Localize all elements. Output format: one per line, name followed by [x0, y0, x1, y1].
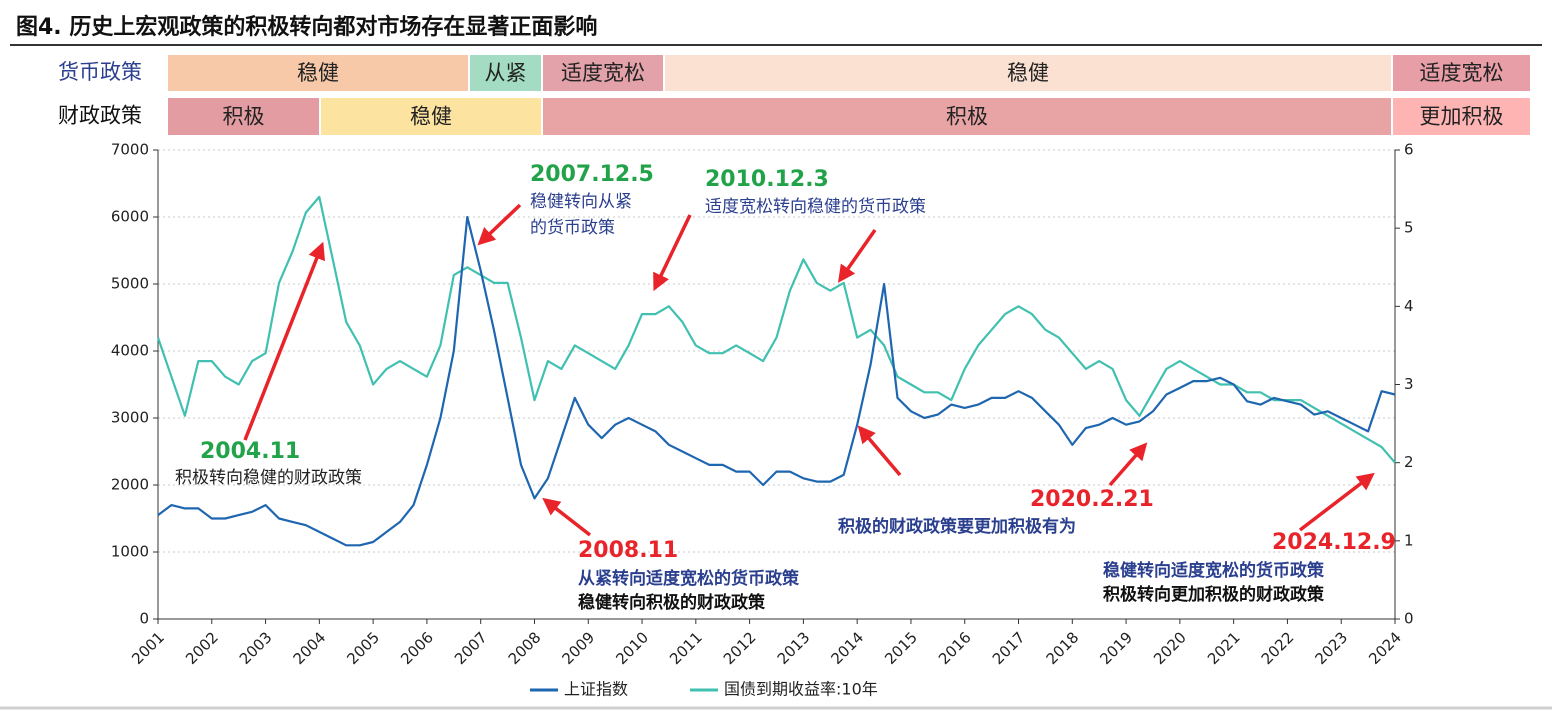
policy-band: [1393, 98, 1530, 135]
x-tick-label: 2004: [290, 628, 330, 668]
x-tick-label: 2011: [666, 628, 706, 668]
x-tick-label: 2012: [720, 628, 760, 668]
chart-title: 图4. 历史上宏观政策的积极转向都对市场存在显著正面影响: [16, 14, 597, 40]
annotation-date: 2024.12.9: [1272, 530, 1396, 555]
x-tick-label: 2024: [1365, 628, 1405, 668]
annotation-arrow: [542, 497, 592, 537]
y-tick-label: 1000: [111, 543, 149, 561]
x-tick-label: 2001: [128, 628, 168, 668]
annotation-text: 稳健转向适度宽松的货币政策: [1103, 560, 1325, 581]
x-tick-label: 2023: [1311, 628, 1351, 668]
annotation-date: 2007.12.5: [530, 162, 654, 187]
y2-tick-label: 5: [1404, 219, 1414, 237]
policy-band-label: 积极: [223, 105, 265, 129]
y2-tick-label: 6: [1404, 141, 1414, 159]
annotation-arrow: [1298, 472, 1375, 532]
policy-band: [168, 55, 468, 91]
annotation-arrow: [1108, 442, 1148, 487]
annotation-arrow: [653, 214, 692, 292]
x-tick-label: 2015: [881, 628, 921, 668]
annotation-arrow: [477, 203, 522, 246]
x-tick-label: 2019: [1096, 628, 1136, 668]
x-tick-label: 2022: [1258, 628, 1298, 668]
series-line: [157, 215, 1396, 547]
policy-row-label: 货币政策: [58, 60, 142, 84]
annotation-text: 从紧转向适度宽松的货币政策: [578, 568, 800, 589]
policy-band: [321, 98, 541, 135]
series-line: [156, 195, 1396, 464]
annotation-text: 稳健转向积极的财政政策: [578, 592, 766, 613]
policy-band-label: 适度宽松: [1420, 61, 1504, 85]
policy-band-label: 适度宽松: [561, 61, 645, 85]
annotation-text: 适度宽松转向稳健的货币政策: [705, 197, 926, 217]
policy-band-label: 更加积极: [1420, 105, 1504, 129]
policy-band: [168, 98, 319, 135]
x-tick-label: 2008: [505, 628, 545, 668]
x-tick-label: 2003: [236, 628, 276, 668]
y-tick-label: 3000: [111, 409, 149, 427]
annotation-date: 2020.2.21: [1030, 487, 1154, 512]
x-tick-label: 2002: [182, 628, 222, 668]
annotation-date: 2010.12.3: [705, 167, 829, 192]
annotation-text: 积极转向稳健的财政政策: [175, 468, 362, 488]
policy-band-label: 稳健: [1007, 61, 1049, 85]
annotation-arrow: [243, 241, 325, 441]
x-tick-label: 2005: [343, 628, 383, 668]
annotation-date: 2004.11: [200, 439, 300, 464]
y-tick-label: 4000: [111, 342, 149, 360]
y-tick-label: 2000: [111, 476, 149, 494]
annotation-text: 积极的财政政策要更加积极有为: [838, 516, 1076, 537]
y-tick-label: 0: [139, 610, 149, 628]
policy-band: [470, 55, 541, 91]
x-tick-label: 2007: [451, 628, 491, 668]
x-tick-label: 2010: [612, 628, 652, 668]
x-tick-label: 2021: [1204, 628, 1244, 668]
x-tick-label: 2013: [774, 628, 814, 668]
y2-tick-label: 3: [1404, 375, 1414, 393]
x-tick-label: 2020: [1150, 628, 1190, 668]
x-tick-label: 2014: [827, 628, 867, 668]
legend-label: 上证指数: [564, 680, 628, 699]
x-tick-label: 2018: [1043, 628, 1083, 668]
policy-band: [543, 55, 663, 91]
annotation-arrow: [837, 228, 877, 283]
x-tick-label: 2006: [397, 628, 437, 668]
y2-tick-label: 1: [1404, 531, 1414, 549]
annotation-text: 的货币政策: [530, 218, 615, 238]
y-tick-label: 6000: [111, 208, 149, 226]
policy-band: [665, 55, 1391, 91]
y2-tick-label: 2: [1404, 453, 1414, 471]
policy-band: [1393, 55, 1530, 91]
policy-band: [543, 98, 1391, 135]
legend-label: 国债到期收益率:10年: [724, 680, 878, 699]
annotation-text: 稳健转向从紧: [530, 192, 632, 212]
x-tick-label: 2016: [935, 628, 975, 668]
y-tick-label: 7000: [111, 141, 149, 159]
annotation-text: 积极转向更加积极的财政政策: [1103, 584, 1325, 605]
policy-band-label: 稳健: [410, 105, 452, 129]
policy-row-label: 财政政策: [58, 104, 142, 128]
policy-band-label: 积极: [946, 105, 988, 129]
y-tick-label: 5000: [111, 275, 149, 293]
x-tick-label: 2009: [559, 628, 599, 668]
y2-tick-label: 4: [1404, 297, 1414, 315]
x-tick-label: 2017: [989, 628, 1029, 668]
policy-band-label: 稳健: [297, 61, 339, 85]
annotation-arrow: [857, 425, 902, 477]
policy-band-label: 从紧: [485, 61, 527, 85]
annotation-date: 2008.11: [578, 538, 678, 563]
y2-tick-label: 0: [1404, 610, 1414, 628]
